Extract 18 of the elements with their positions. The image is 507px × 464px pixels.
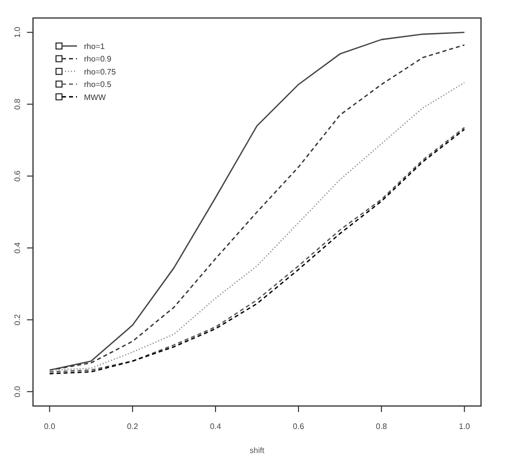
legend-label: MWW: [84, 92, 106, 102]
y-tick-label: 1.0: [13, 26, 22, 38]
x-axis-title: shift: [250, 446, 266, 455]
y-tick-label: 0.8: [13, 98, 22, 110]
y-tick-label: 0.4: [13, 242, 22, 254]
x-tick-label: 0.8: [376, 422, 388, 431]
x-tick-label: 1.0: [458, 422, 471, 431]
x-tick-label: 0.0: [44, 422, 56, 431]
legend-label: rho=1: [84, 42, 106, 51]
legend-label: rho=0.75: [84, 67, 116, 76]
x-tick-label: 0.6: [292, 422, 305, 431]
legend-label: rho=0.9: [84, 54, 112, 64]
y-tick-label: 0.6: [13, 170, 22, 182]
legend-label: rho=0.5: [84, 80, 112, 90]
x-tick-label: 0.4: [210, 422, 222, 431]
x-tick-label: 0.2: [126, 422, 139, 431]
y-tick-label: 0.2: [13, 314, 22, 326]
y-tick-label: 0.0: [13, 386, 22, 398]
